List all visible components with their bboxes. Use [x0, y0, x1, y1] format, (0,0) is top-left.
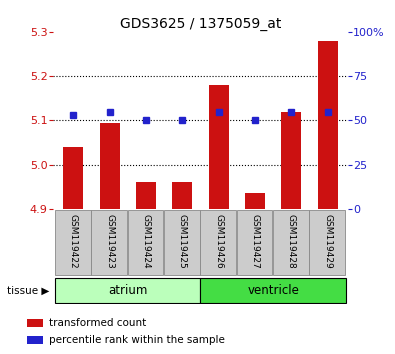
Text: GSM119425: GSM119425	[178, 214, 187, 269]
FancyBboxPatch shape	[309, 210, 345, 275]
Bar	[172, 182, 192, 209]
FancyBboxPatch shape	[164, 210, 200, 275]
Text: GSM119429: GSM119429	[323, 214, 332, 269]
Bar	[245, 193, 265, 209]
Text: tissue ▶: tissue ▶	[7, 285, 49, 295]
Bar	[100, 122, 120, 209]
Text: GSM119426: GSM119426	[214, 214, 223, 269]
FancyBboxPatch shape	[273, 210, 309, 275]
FancyBboxPatch shape	[237, 210, 273, 275]
FancyBboxPatch shape	[201, 210, 236, 275]
Text: GSM119422: GSM119422	[69, 214, 78, 268]
Bar	[318, 41, 338, 209]
FancyBboxPatch shape	[92, 210, 127, 275]
Text: GSM119428: GSM119428	[287, 214, 296, 269]
Text: GSM119423: GSM119423	[105, 214, 114, 269]
Bar	[209, 85, 229, 209]
Bar	[136, 182, 156, 209]
Text: percentile rank within the sample: percentile rank within the sample	[49, 335, 225, 345]
Title: GDS3625 / 1375059_at: GDS3625 / 1375059_at	[120, 17, 281, 31]
Bar	[27, 319, 43, 327]
FancyBboxPatch shape	[55, 278, 201, 303]
Bar	[63, 147, 83, 209]
Bar	[27, 336, 43, 344]
Text: atrium: atrium	[108, 284, 147, 297]
Text: ventricle: ventricle	[247, 284, 299, 297]
Text: transformed count: transformed count	[49, 318, 146, 328]
FancyBboxPatch shape	[55, 210, 91, 275]
Text: GSM119427: GSM119427	[250, 214, 260, 269]
Text: GSM119424: GSM119424	[141, 214, 150, 268]
FancyBboxPatch shape	[201, 278, 346, 303]
FancyBboxPatch shape	[128, 210, 164, 275]
Bar	[281, 112, 301, 209]
